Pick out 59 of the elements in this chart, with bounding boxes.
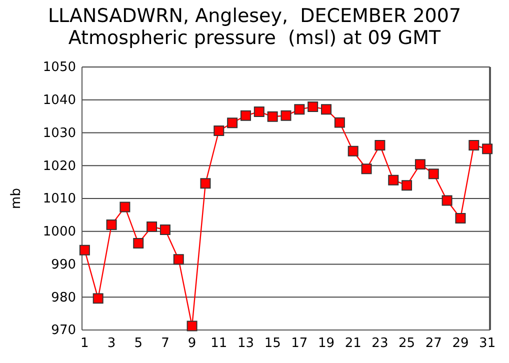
point <box>428 168 439 180</box>
x-tick-label: 13 <box>237 336 254 352</box>
y-tick-label: 1000 <box>42 224 76 240</box>
point <box>133 238 144 248</box>
point <box>106 220 117 230</box>
point <box>280 110 292 121</box>
x-tick-label: 19 <box>318 336 335 352</box>
point <box>160 224 170 235</box>
point <box>227 118 238 128</box>
point <box>468 140 480 150</box>
point <box>146 222 158 232</box>
point <box>267 111 278 122</box>
point <box>92 293 104 304</box>
y-tick-label: 970 <box>51 323 76 338</box>
x-tick-label: 1 <box>80 336 89 352</box>
point <box>348 146 358 156</box>
point <box>120 202 130 212</box>
x-tick-label: 17 <box>291 336 308 352</box>
point <box>482 144 493 154</box>
point <box>240 110 251 121</box>
chart-subtitle: Atmospheric pressure (msl) at 09 GMT <box>68 27 442 49</box>
y-tick-label: 980 <box>51 290 76 306</box>
x-tick-label: 15 <box>264 336 281 352</box>
x-tick-label: 11 <box>210 336 228 352</box>
x-tick-label: 5 <box>134 336 143 352</box>
point <box>79 244 90 256</box>
y-tick-label: 1030 <box>42 126 76 141</box>
y-tick-label: 1050 <box>42 60 76 76</box>
y-axis-title: mb <box>9 188 24 209</box>
point <box>200 178 211 189</box>
x-tick-label: 25 <box>398 336 416 352</box>
x-tick-label: 27 <box>425 336 442 352</box>
y-tick-label: 1020 <box>42 158 76 174</box>
x-tick-label: 23 <box>372 336 388 352</box>
x-tick-label: 21 <box>344 336 362 352</box>
point <box>308 102 318 112</box>
point <box>414 159 426 170</box>
y-tick-label: 990 <box>51 257 76 272</box>
x-tick-label: 29 <box>452 336 469 352</box>
point <box>455 212 466 224</box>
point <box>374 140 386 150</box>
point <box>321 104 332 115</box>
point <box>402 180 412 191</box>
x-tick-label: 31 <box>479 336 496 352</box>
y-tick-label: 1040 <box>42 93 76 108</box>
y-tick-label: 1010 <box>42 192 76 207</box>
x-tick-label: 3 <box>107 336 116 352</box>
point <box>442 195 452 206</box>
point <box>173 254 184 265</box>
point <box>294 104 305 115</box>
x-tick-label: 7 <box>161 336 170 352</box>
point <box>254 106 264 117</box>
chart-title: LLANSADWRN, Anglesey, DECEMBER 2007 <box>48 5 462 27</box>
point <box>186 320 198 332</box>
point <box>214 126 224 136</box>
point <box>361 164 372 174</box>
x-tick-label: 9 <box>188 336 196 352</box>
point <box>334 117 345 128</box>
point <box>388 174 399 186</box>
